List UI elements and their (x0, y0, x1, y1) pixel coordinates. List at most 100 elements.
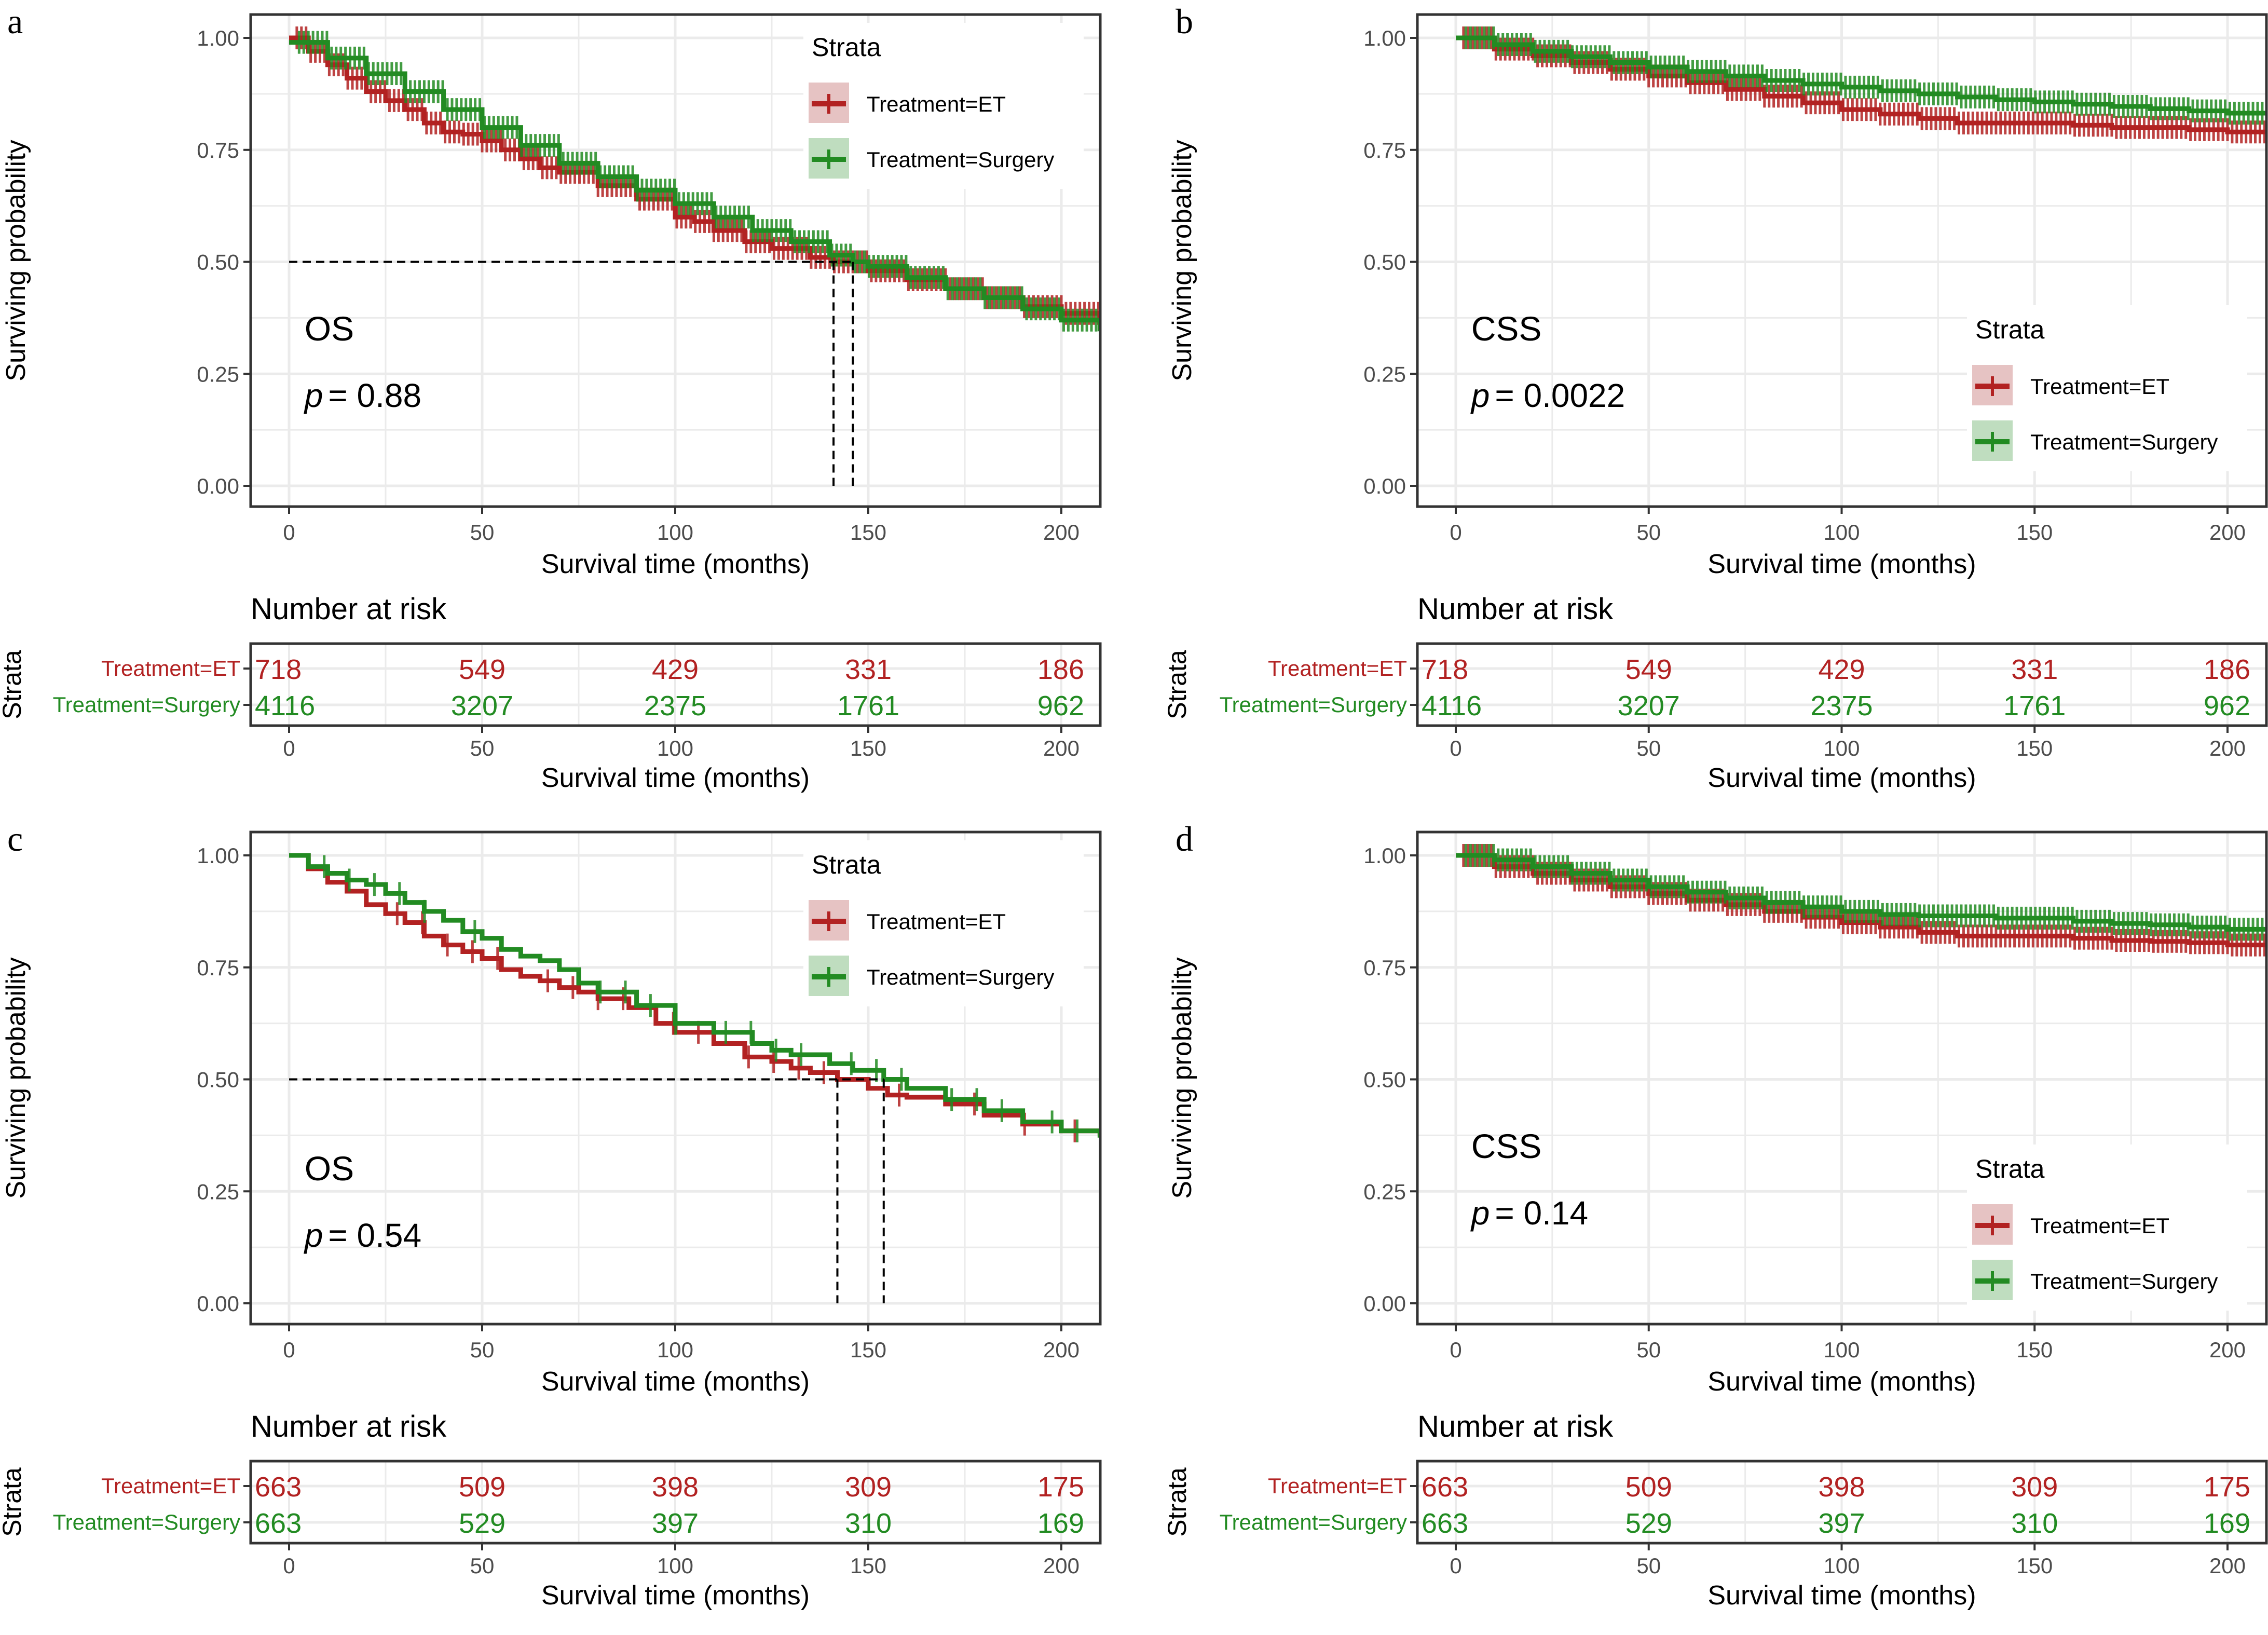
panel-a-svg: a 0.00 0.25 0.50 0.75 1.00 0 50 100 150 200 Surviva… (0, 2, 1102, 793)
risk-x-tick-label: 0 (1450, 736, 1461, 760)
p-value-text: p = 0.14 (1470, 1194, 1588, 1232)
risk-x-tick-label: 100 (657, 736, 693, 760)
risk-x-tick-label: 50 (470, 1554, 495, 1578)
risk-row-label: Treatment=ET (1268, 656, 1407, 680)
risk-value: 398 (652, 1472, 699, 1503)
y-tick-label: 0.50 (1363, 1068, 1406, 1092)
risk-strata-axis-title: Strata (0, 1467, 26, 1537)
risk-value: 509 (1625, 1472, 1672, 1503)
legend-background (1967, 305, 2247, 471)
survival-type-label: OS (305, 1149, 354, 1188)
legend: Strata Treatment=ET Treatment=Surgery (1967, 305, 2247, 471)
risk-table-title: Number at risk (1417, 592, 1614, 626)
risk-table-grid (251, 644, 1100, 726)
x-tick-label: 50 (470, 1338, 495, 1362)
legend-background (803, 840, 1084, 1006)
panel-c: c 0.00 0.25 0.50 0.75 1.00 0 50 100 150 200 Surviva… (0, 818, 1134, 1635)
p-symbol: p (1470, 377, 1490, 414)
median-lines (289, 261, 854, 486)
risk-value: 175 (2204, 1472, 2250, 1503)
legend-background (803, 23, 1084, 189)
panel-letter: a (7, 2, 23, 41)
risk-x-tick-label: 50 (1636, 736, 1661, 760)
risk-value: 529 (1625, 1508, 1672, 1539)
risk-x-tick-label: 100 (1823, 736, 1860, 760)
censor-marks-surgery (1464, 26, 2266, 127)
x-tick-label: 150 (2016, 1338, 2053, 1362)
legend-title: Strata (812, 33, 881, 62)
x-tick-label: 100 (657, 520, 693, 544)
x-tick-label: 0 (1450, 520, 1461, 544)
panel-letter: c (7, 819, 23, 859)
risk-row-label: Treatment=Surgery (53, 1510, 240, 1534)
p-symbol: p (304, 1217, 323, 1254)
x-tick-label: 200 (2209, 520, 2246, 544)
legend-label-et: Treatment=ET (867, 92, 1006, 116)
risk-value: 663 (255, 1472, 302, 1503)
risk-value: 529 (459, 1508, 505, 1539)
y-tick-label: 0.25 (1363, 362, 1406, 386)
y-tick-label: 0.00 (1363, 474, 1406, 498)
risk-value: 663 (1422, 1472, 1468, 1503)
risk-value: 398 (1818, 1472, 1865, 1503)
risk-x-tick-label: 200 (2209, 1554, 2246, 1578)
risk-value: 718 (255, 654, 302, 685)
risk-value: 175 (1037, 1472, 1084, 1503)
curves (1456, 26, 2266, 144)
x-tick-label: 100 (1823, 1338, 1860, 1362)
legend: Strata Treatment=ET Treatment=Surgery (803, 840, 1084, 1006)
risk-x-tick-label: 200 (1043, 1554, 1080, 1578)
y-tick-label: 0.75 (1363, 956, 1406, 980)
legend-title: Strata (1975, 315, 2045, 344)
x-axis-title: Survival time (months) (541, 549, 810, 579)
x-axis-title: Survival time (months) (1707, 549, 1976, 579)
y-tick-label: 0.00 (197, 474, 239, 498)
y-tick-label: 0.75 (197, 956, 239, 980)
y-tick-label: 0.25 (197, 362, 239, 386)
median-lines (289, 1078, 885, 1303)
risk-x-tick-label: 0 (283, 1554, 295, 1578)
risk-value: 310 (845, 1508, 892, 1539)
legend-title: Strata (1975, 1154, 2045, 1183)
risk-x-tick-label: 50 (1636, 1554, 1661, 1578)
risk-x-tick-label: 150 (850, 1554, 886, 1578)
p-value: = 0.88 (328, 377, 421, 414)
y-axis-title: Surviving probability (1, 140, 31, 381)
km-curve-et (289, 853, 1100, 1136)
risk-value: 962 (2204, 690, 2250, 721)
x-tick-label: 150 (2016, 520, 2053, 544)
y-tick-label: 0.25 (197, 1179, 239, 1204)
panel-d: d 0.00 0.25 0.50 0.75 1.00 0 50 100 150 200 Surviva… (1134, 818, 2268, 1635)
risk-value: 186 (1037, 654, 1084, 685)
risk-value: 4116 (1422, 690, 1482, 721)
panel-d-svg: d 0.00 0.25 0.50 0.75 1.00 0 50 100 150 200 Surviva… (1163, 819, 2268, 1611)
km-curve-surgery (289, 853, 1100, 1138)
y-tick-label: 0.25 (1363, 1179, 1406, 1204)
survival-type-label: CSS (1471, 1127, 1542, 1165)
censor-marks-surgery (323, 855, 1079, 1142)
risk-x-tick-label: 150 (2016, 736, 2053, 760)
risk-x-axis-title: Survival time (months) (541, 1581, 810, 1611)
survival-type-label: CSS (1471, 309, 1542, 348)
risk-value: 429 (1818, 654, 1865, 685)
y-tick-label: 1.00 (197, 26, 239, 50)
p-symbol: p (304, 377, 323, 414)
risk-row-label: Treatment=ET (101, 656, 240, 680)
risk-value: 549 (1625, 654, 1672, 685)
risk-table-title: Number at risk (1417, 1410, 1614, 1443)
risk-value: 310 (2011, 1508, 2058, 1539)
risk-value: 962 (1037, 690, 1084, 721)
survival-type-label: OS (305, 309, 354, 348)
risk-x-axis-title: Survival time (months) (541, 763, 810, 793)
y-tick-label: 0.50 (1363, 250, 1406, 275)
censor-marks-et (395, 902, 1076, 1142)
risk-strata-axis-title: Strata (1163, 1467, 1192, 1537)
risk-value: 1761 (837, 690, 899, 721)
y-tick-label: 0.75 (1363, 138, 1406, 162)
risk-value: 397 (1818, 1508, 1865, 1539)
y-tick-label: 1.00 (197, 843, 239, 868)
x-tick-label: 100 (1823, 520, 1860, 544)
plot-frame (1416, 13, 2268, 508)
risk-value: 397 (652, 1508, 699, 1539)
risk-x-tick-label: 100 (1823, 1554, 1860, 1578)
